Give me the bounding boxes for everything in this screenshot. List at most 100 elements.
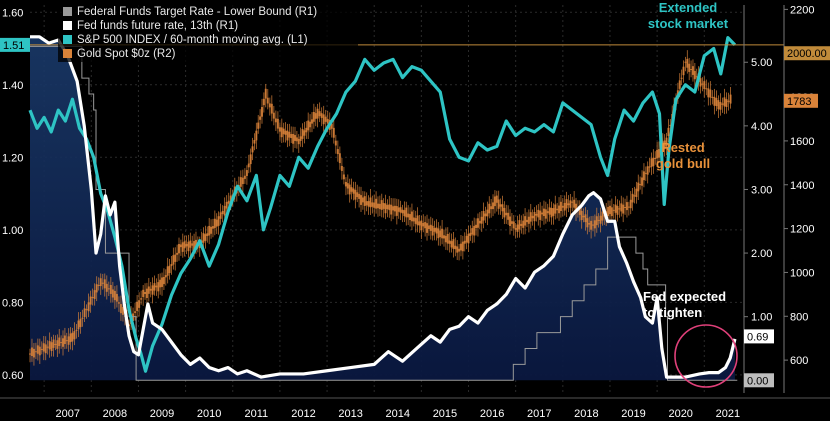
gold-candle-body [145,288,148,298]
gold-candle-body [346,183,349,189]
gold-candle-body [266,97,269,104]
gold-candle-body [85,309,88,311]
gold-candle-body [105,283,108,292]
gold-candle-body [245,170,248,177]
value-label-box [744,329,774,344]
gold-candle-body [401,209,404,214]
gold-candle-body [310,119,313,124]
value-label-box [784,46,830,61]
gold-candle-body [83,308,86,318]
gold-candle-body [384,203,387,214]
gold-candle-body [441,228,444,239]
gold-candle-body [729,94,732,104]
gold-candle-body [503,207,506,218]
gold-candle-body [407,213,410,218]
gold-candle-body [578,207,581,215]
gold-candle-body [693,70,696,80]
gold-candle-body [239,177,242,187]
gold-candle-body [324,116,327,122]
series-sp500-ratio [28,36,737,373]
gold-candle-body [312,111,315,122]
y-left-tick-label: 1.20 [2,152,23,164]
gold-candle-body [639,184,642,186]
gold-candle-body [380,200,383,210]
gold-candle-body [416,215,419,226]
gold-candle-body [533,211,536,222]
gold-candle-body [573,199,576,208]
gold-candle-body [433,228,436,232]
gold-candle-body [352,188,355,194]
gold-candle-body [314,113,317,119]
gold-candle-body [635,188,638,197]
gold-candle-body [412,217,415,222]
y-r2-tick-label: 1200 [790,224,814,236]
gold-candle-body [614,204,617,213]
gold-candle-body [510,221,513,224]
gold-candle-body [44,344,47,354]
gold-candle-body [322,114,325,125]
gold-candle-body [117,302,120,304]
gold-candle-body [293,135,296,141]
gold-candle-body [109,285,112,294]
gold-candle-body [260,107,263,117]
gold-candle-body [424,222,427,229]
gold-candle-body [552,208,555,216]
gold-candle-body [153,283,156,291]
gold-candle-body [529,212,532,222]
gold-candle-body [140,298,143,300]
gold-candle-body [715,97,718,107]
gold-candle-body [56,340,59,349]
series-fed-funds-target [30,45,738,381]
gold-candle-body [393,205,396,212]
gold-candle-body [338,153,341,164]
gold-candle-body [172,255,175,265]
gold-candle-body [301,129,304,139]
x-tick-label: 2014 [386,408,410,420]
gold-candle-body [563,202,566,211]
gold-candle-body [514,227,517,230]
gold-candle-body [67,336,70,345]
gold-candle-body [388,204,391,211]
gold-candle-body [524,216,527,226]
x-tick-label: 2019 [621,408,645,420]
fed-rate-area [30,36,735,381]
gold-candle-body [272,112,275,119]
gold-candle-body [286,130,289,141]
gold-candle-body [442,235,445,239]
gold-candle-body [658,149,661,158]
gold-candle-body [369,197,372,208]
gold-candle-body [625,202,628,211]
gold-candle-body [597,219,600,221]
gold-candle-body [34,351,37,353]
gold-candle-body [157,282,160,292]
gold-candle-body [644,172,647,174]
gold-candle-body [69,333,72,343]
gold-candle-body [699,78,702,87]
gold-candle-body [663,140,666,150]
legend: Federal Funds Target Rate - Lower Bound … [58,4,358,62]
gold-candle-body [627,206,630,208]
gold-candle-body [247,163,250,168]
gold-candle-body [274,118,277,123]
gold-candle-body [492,202,495,210]
gold-candle-body [40,348,43,350]
gold-candle-body [571,201,574,203]
gold-candle-body [482,211,485,221]
gold-candle-body [418,221,421,226]
gold-candle-body [303,130,306,136]
y-r1-tick-label: 3.00 [751,184,772,196]
gold-candle-body [458,248,461,252]
x-tick-label: 2020 [668,408,692,420]
gold-candle-body [541,212,544,215]
gold-candle-body [595,216,598,226]
gold-candle-body [473,225,476,236]
gold-candle-body [155,285,158,288]
gold-candle-body [620,203,623,212]
legend-swatch [63,35,72,44]
gold-candle-body [678,80,681,89]
gold-candle-body [378,203,381,210]
gold-candle-body [721,103,724,105]
gold-candle-body [288,131,291,138]
gold-candle-body [81,317,84,319]
gold-candle-body [484,213,487,217]
